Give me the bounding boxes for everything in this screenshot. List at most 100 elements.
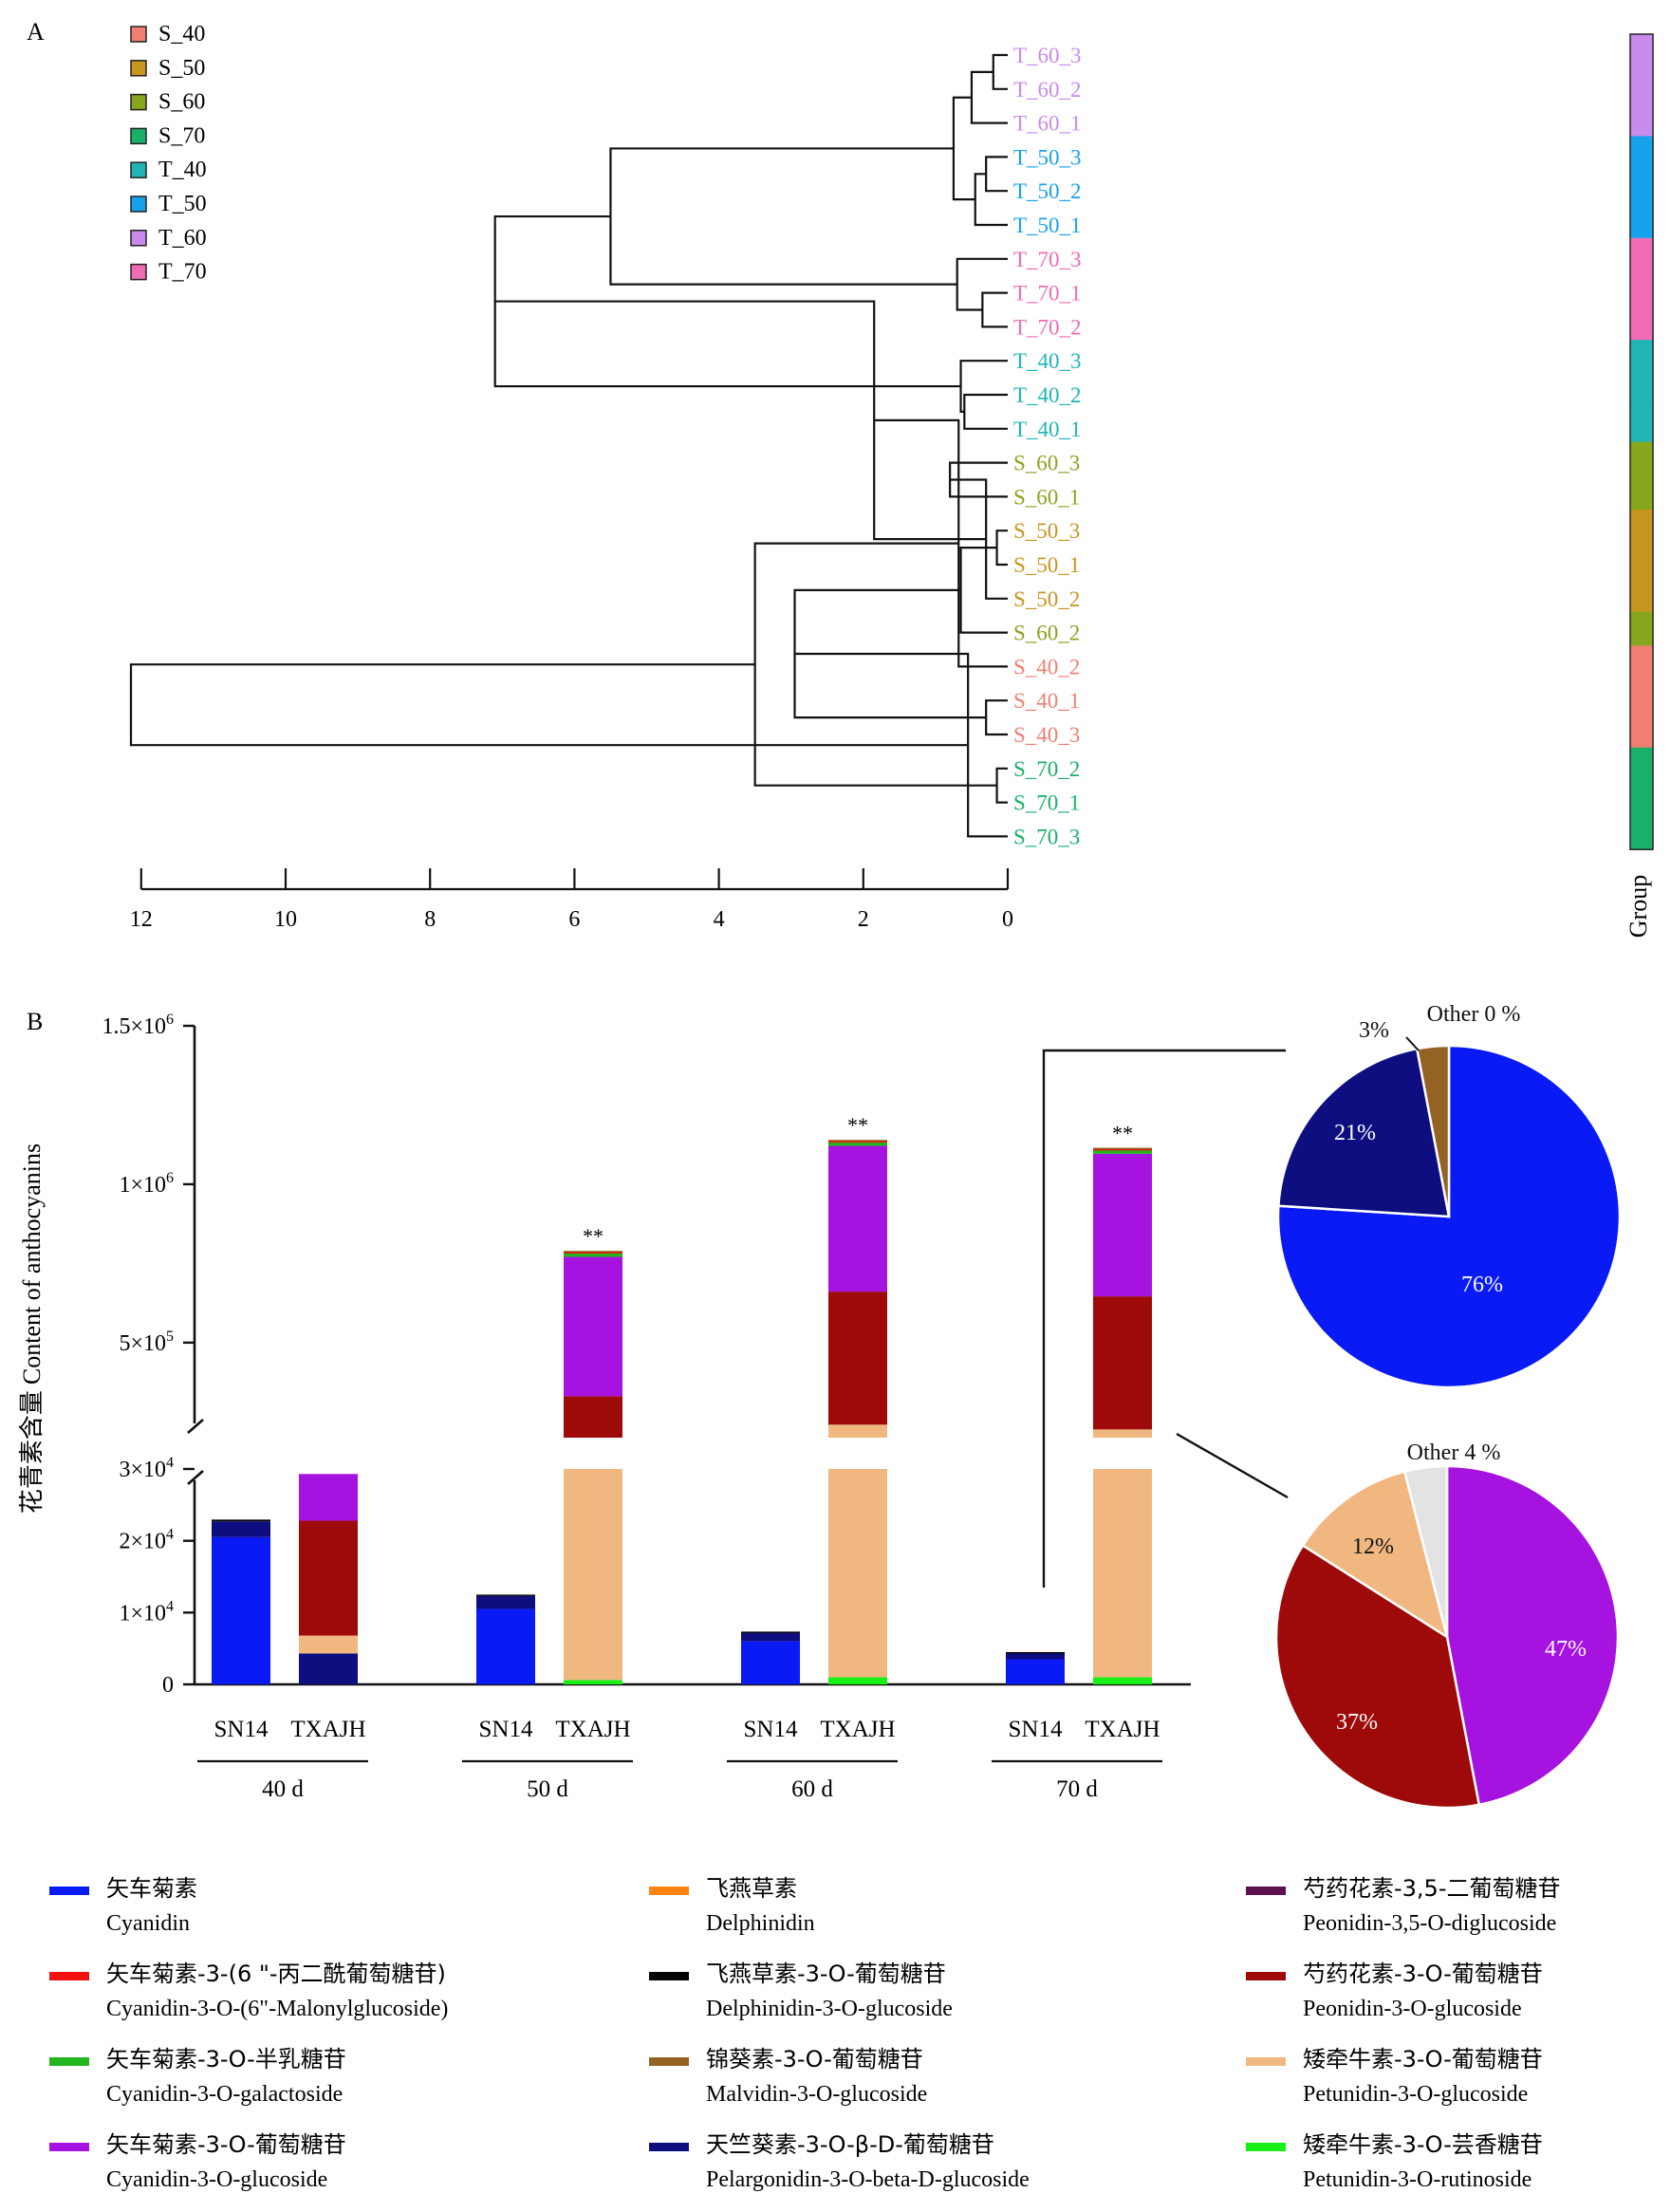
y-tick-exponent: 4: [166, 1455, 174, 1471]
legend-label-cn: 芍药花素-3,5-二葡萄糖苷: [1303, 1875, 1561, 1902]
pie-label: Other 4 %: [1407, 1441, 1501, 1465]
bar-segment: [828, 1292, 887, 1425]
dendrogram-link: [959, 360, 1008, 413]
dendrogram-link: [995, 530, 1008, 567]
legend-label-en: Peonidin-3,5-O-diglucoside: [1303, 1911, 1556, 1936]
x-category-label: 50 d: [527, 1776, 568, 1802]
bar-segment: [1093, 1149, 1152, 1154]
y-tick-mantissa: 1×10: [119, 1173, 166, 1198]
y-tick-mantissa: 1.5×10: [102, 1014, 166, 1039]
legend-label-en: Delphinidin: [706, 1911, 815, 1936]
pie-chart-sn14-70d: 76% 21% 3% Other 0 %: [1276, 1002, 1622, 1389]
group-bar-segment: [1630, 475, 1653, 511]
group-bar-segment: [1630, 645, 1653, 680]
dendrogram-tree: [129, 53, 1008, 838]
x-subcategory-label: TXAJH: [820, 1717, 895, 1742]
leaf-label-s_50_3: S_50_3: [1013, 519, 1080, 543]
legend-label-cn: 矢车菊素-3-O-葡萄糖苷: [106, 2131, 346, 2158]
legend-label-cn: 矮牵牛素-3-O-芸香糖苷: [1303, 2131, 1543, 2158]
y-tick-label: 2×104: [119, 1527, 174, 1554]
dendrogram-link: [992, 53, 1008, 90]
significance-mark: **: [583, 1224, 603, 1248]
bar-segment: [299, 1635, 358, 1654]
x-tick-label: 0: [1002, 907, 1013, 932]
panel-a-label: A: [27, 18, 45, 46]
group-bar-segment: [1630, 340, 1653, 375]
axis-break-mark: [187, 1470, 204, 1485]
y-tick-mantissa: 5×10: [119, 1331, 166, 1356]
leaf-label-t_70_3: T_70_3: [1013, 248, 1082, 271]
leaf-label-s_50_1: S_50_1: [1013, 553, 1080, 577]
group-bar-segment: [1630, 170, 1653, 205]
bar-segment: [564, 1680, 622, 1684]
group-bar-segment: [1630, 611, 1653, 646]
leaf-label-s_60_1: S_60_1: [1013, 485, 1080, 509]
bar-segment: [476, 1594, 535, 1596]
group-bar-title: Group: [1625, 875, 1652, 938]
pie-label: 21%: [1334, 1121, 1376, 1145]
bar-segment: [741, 1631, 800, 1633]
leaf-label-t_40_2: T_40_2: [1013, 383, 1082, 407]
y-tick-label: 3×104: [119, 1455, 174, 1482]
legend-label-en: Petunidin-3-O-rutinoside: [1303, 2167, 1532, 2192]
pie-leader-line: [1405, 1036, 1420, 1051]
dendrogram-leaf-labels: T_60_3 T_60_2 T_60_1 T_50_3 T_50_2 T_50_1 T_70…: [1013, 44, 1082, 848]
dendrogram-link: [974, 173, 1008, 227]
legend-swatch-t_60: [130, 230, 147, 247]
stacked-bars: ** ** **: [212, 1113, 1152, 1684]
y-tick-label: 0: [162, 1673, 174, 1698]
x-tick-label: 8: [424, 907, 436, 932]
bar-segment: [828, 1141, 887, 1143]
x-subcategory-label: SN14: [214, 1717, 269, 1742]
legend-label-en: Delphinidin-3-O-glucoside: [706, 1997, 953, 2021]
group-bar-border: [1629, 33, 1654, 850]
bar-y-axis-label: 花青素含量 Content of anthocyanins: [18, 1143, 46, 1514]
pie-label: 12%: [1352, 1534, 1394, 1559]
bar-segment: [828, 1142, 887, 1146]
significance-mark: **: [1112, 1122, 1133, 1145]
leaf-label-t_60_1: T_60_1: [1013, 112, 1082, 136]
legend-label-en: Cyanidin-3-O-galactoside: [106, 2082, 343, 2107]
x-tick-label: 2: [858, 907, 869, 932]
y-tick-label: 5×105: [119, 1329, 174, 1356]
x-category-label: 40 d: [262, 1776, 304, 1802]
legend-swatch-t_40: [130, 161, 147, 178]
legend-swatch-s_50: [130, 60, 147, 77]
group-bar-segment: [1630, 544, 1653, 579]
x-subcategory-label: SN14: [1009, 1717, 1063, 1742]
group-bar-segment: [1630, 441, 1653, 476]
bar-chart-x-axis: SN14 TXAJH 40 d SN14 TXAJH 50 d SN14 TXAJH 60 d S…: [197, 1717, 1162, 1802]
dendrogram-link: [995, 767, 1008, 804]
dendrogram-link: [985, 156, 1008, 193]
panel-a-dendrogram: A S_40 S_50 S_60 S_70 T_40 T_50 T_60 T_70 T_60_…: [27, 18, 1654, 938]
leaf-label-s_60_3: S_60_3: [1013, 452, 1080, 475]
leaf-label-t_70_1: T_70_1: [1013, 282, 1082, 306]
leaf-label-t_40_3: T_40_3: [1013, 349, 1082, 373]
legend-label-cn: 锦葵素-3-O-葡萄糖苷: [706, 2046, 923, 2073]
legend-label-t_50: T_50: [158, 192, 207, 216]
bar-segment: [564, 1253, 622, 1257]
dendrogram-link: [985, 699, 1008, 736]
group-bar-segment: [1630, 510, 1653, 545]
bar-segment: [299, 1653, 358, 1684]
y-tick-exponent: 6: [166, 1170, 174, 1186]
legend-label-cn: 飞燕草素-3-O-葡萄糖苷: [706, 1961, 946, 1987]
legend-label-en: Malvidin-3-O-glucoside: [706, 2082, 927, 2107]
pie-connectors: [1042, 1049, 1289, 1588]
bar-segment: [828, 1140, 887, 1142]
group-bar-segment: [1630, 136, 1653, 171]
y-tick-exponent: 4: [166, 1598, 174, 1614]
bar-segment: [212, 1536, 270, 1684]
legend-label-s_40: S_40: [158, 22, 205, 46]
legend-label-t_40: T_40: [158, 158, 207, 182]
bar-segment: [564, 1396, 622, 1438]
x-subcategory-label: SN14: [744, 1717, 798, 1742]
dendrogram-link: [981, 291, 1008, 328]
bar-segment: [828, 1145, 887, 1292]
x-subcategory-label: TXAJH: [555, 1717, 630, 1742]
legend-label-en: Cyanidin-3-O-glucoside: [106, 2167, 327, 2192]
legend-swatch: [649, 2143, 689, 2151]
group-color-bar: [1629, 33, 1654, 850]
leaf-label-t_50_1: T_50_1: [1013, 214, 1082, 237]
bar-segment: [1093, 1677, 1152, 1684]
